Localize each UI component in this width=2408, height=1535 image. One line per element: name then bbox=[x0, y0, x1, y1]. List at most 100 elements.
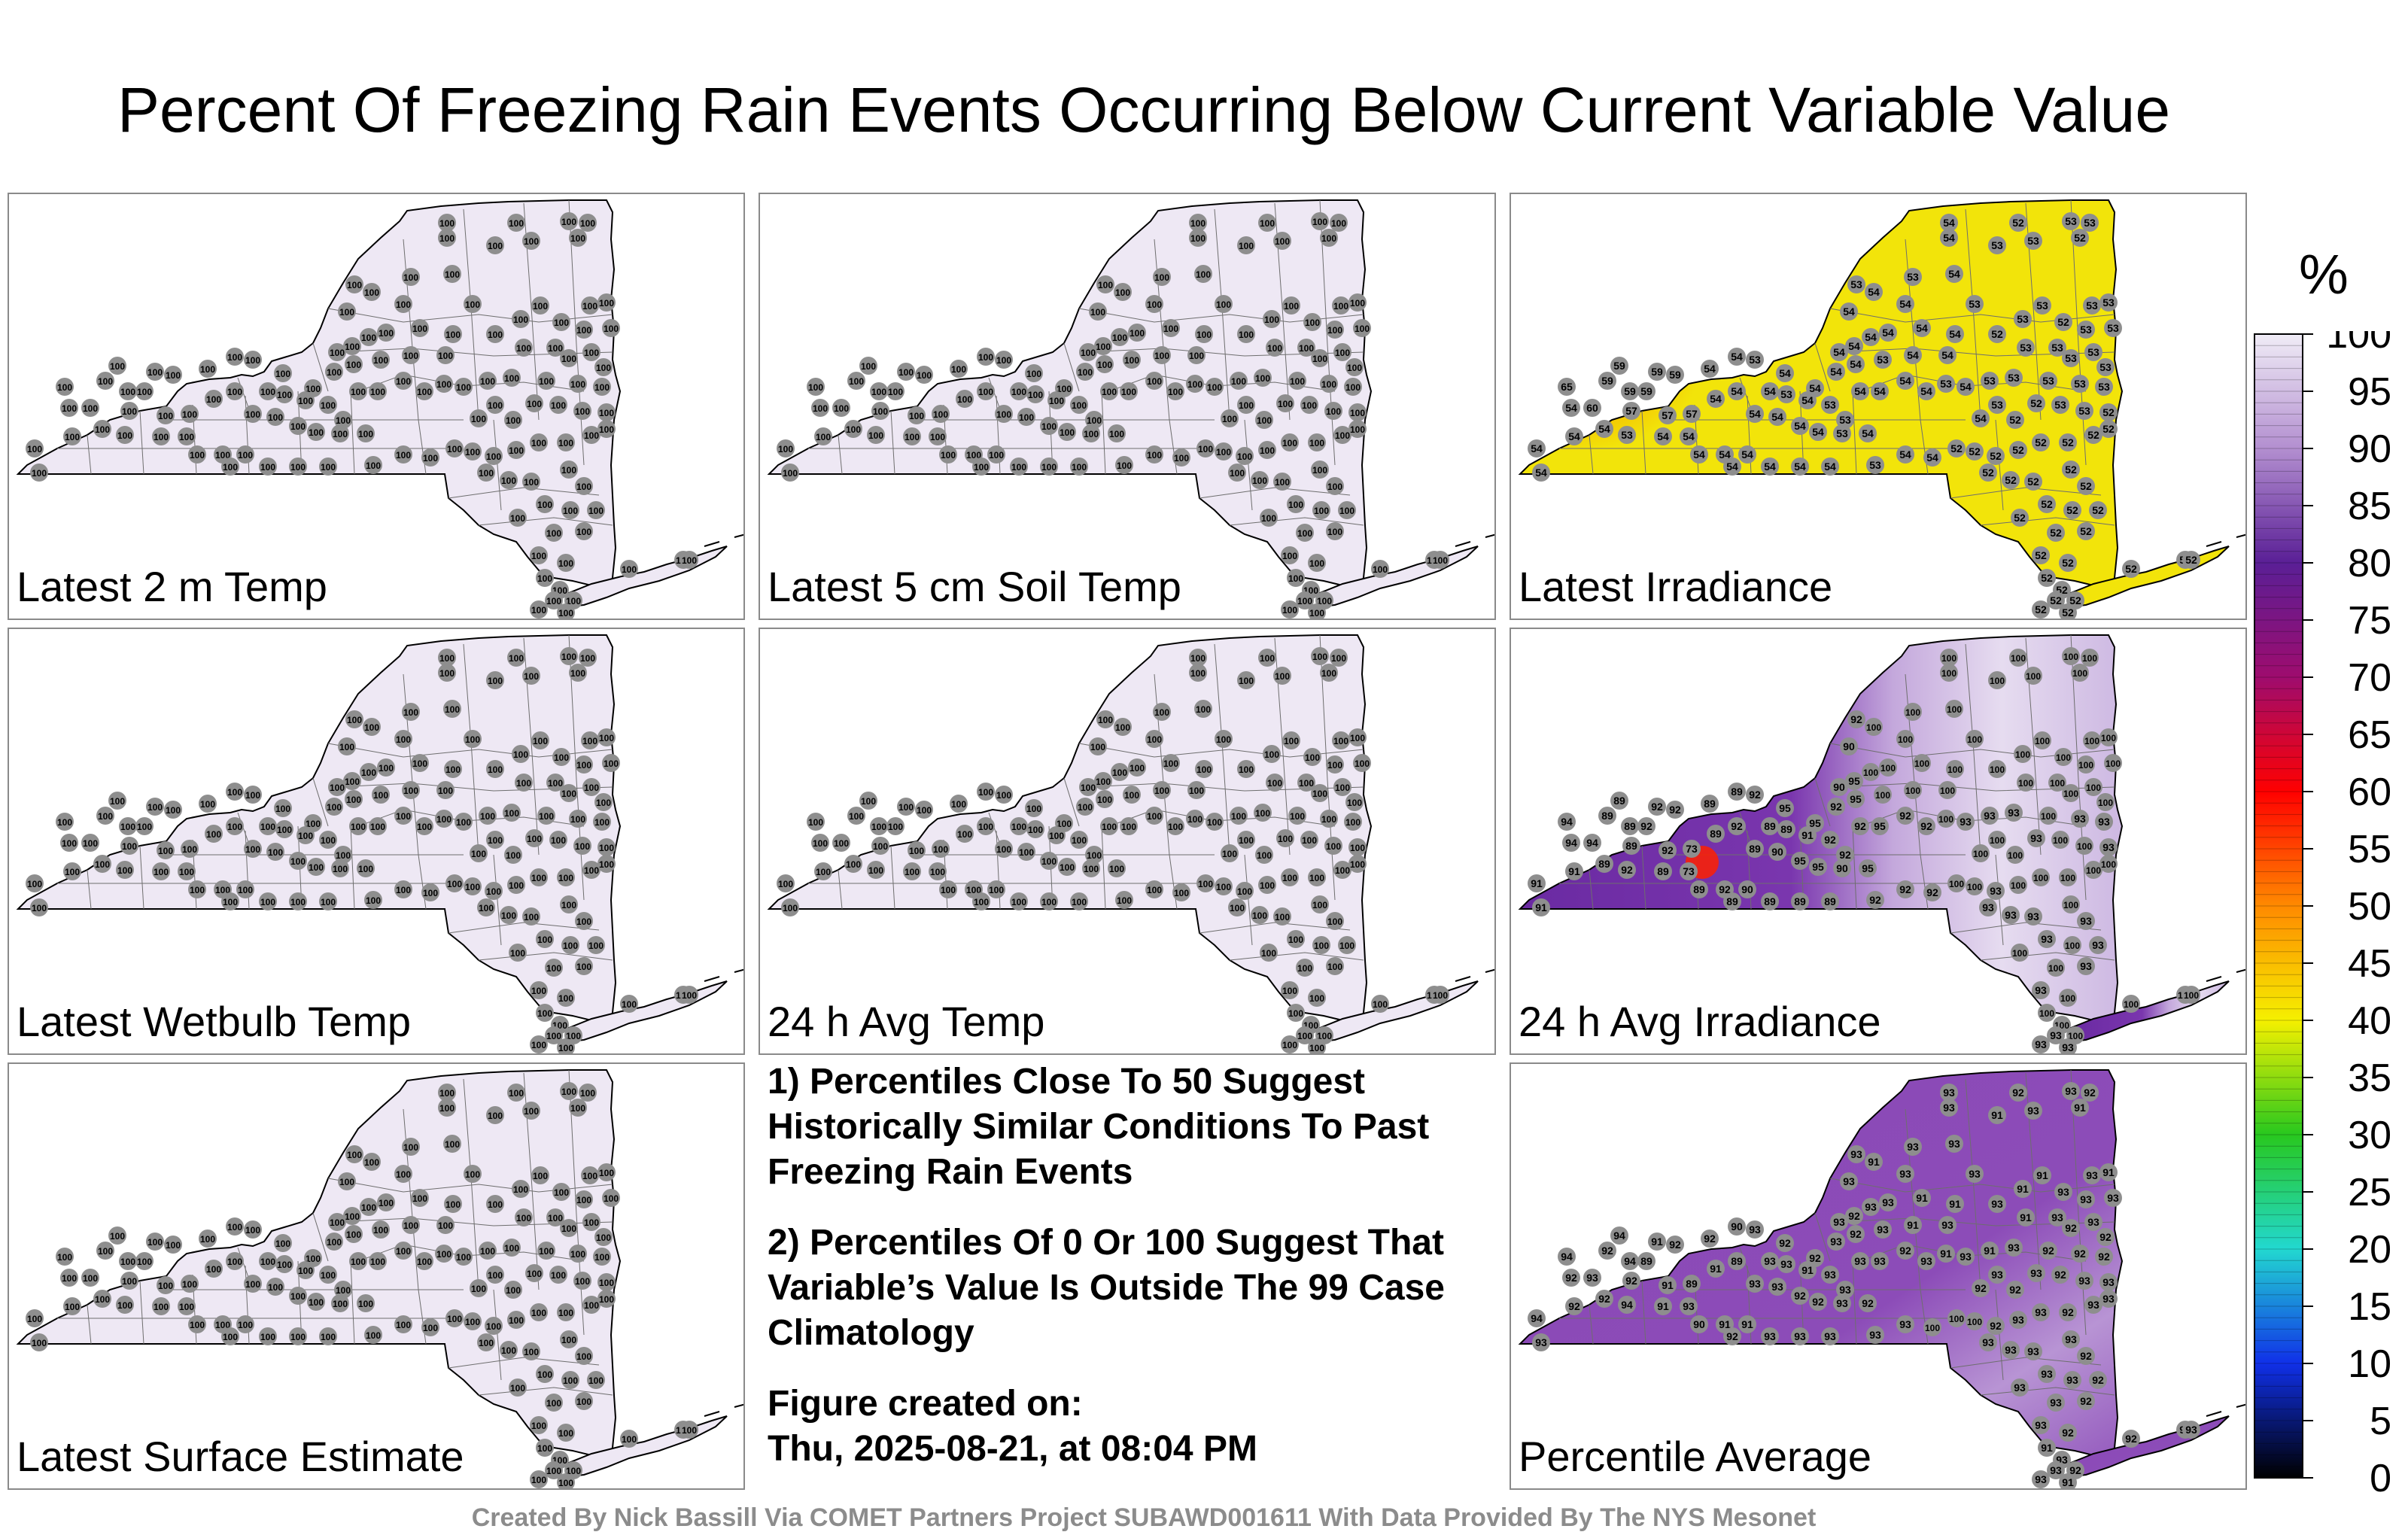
station-dot bbox=[1738, 880, 1756, 898]
station-marker: 54 bbox=[1896, 445, 1914, 464]
station-marker: 100 bbox=[157, 841, 175, 859]
station-dot bbox=[319, 831, 337, 849]
station-value: 100 bbox=[1154, 351, 1169, 361]
station-dot bbox=[1215, 877, 1233, 895]
station-marker: 100 bbox=[394, 807, 412, 825]
station-dot bbox=[2084, 1296, 2102, 1314]
station-value: 100 bbox=[179, 1302, 194, 1312]
station-dot bbox=[1254, 804, 1272, 822]
station-dot bbox=[455, 813, 473, 831]
station-dot bbox=[1598, 807, 1616, 825]
station-value: 100 bbox=[268, 847, 283, 858]
station-dot bbox=[1981, 1242, 1999, 1260]
station-value: 100 bbox=[1347, 363, 1362, 373]
station-value: 100 bbox=[941, 450, 956, 460]
station-marker: 100 bbox=[1281, 981, 1299, 999]
station-dot bbox=[1040, 892, 1058, 910]
station-dot bbox=[1260, 509, 1278, 527]
colorbar-tick-label: 15 bbox=[2348, 1285, 2391, 1329]
station-marker: 100 bbox=[146, 1233, 164, 1251]
station-marker: 100 bbox=[2048, 774, 2066, 792]
station-marker: 100 bbox=[266, 843, 284, 861]
station-marker: 100 bbox=[908, 406, 926, 424]
station-marker: 100 bbox=[908, 841, 926, 859]
station-value: 100 bbox=[1154, 272, 1169, 283]
station-value: 100 bbox=[403, 707, 418, 718]
station-marker: 91 bbox=[1654, 1297, 1672, 1315]
station-dot bbox=[455, 1248, 473, 1266]
station-value: 100 bbox=[1335, 783, 1350, 793]
station-marker: 100 bbox=[620, 995, 638, 1013]
station-value: 100 bbox=[1345, 817, 1361, 828]
station-dot bbox=[814, 862, 832, 880]
station-dot bbox=[2062, 1219, 2080, 1237]
station-marker: 100 bbox=[620, 1430, 638, 1448]
station-marker: 100 bbox=[464, 1312, 482, 1330]
station-dot bbox=[2083, 731, 2101, 749]
station-dot bbox=[1344, 813, 1362, 831]
station-value: 100 bbox=[1331, 653, 1346, 664]
station-marker: 93 bbox=[1938, 1216, 1956, 1234]
station-dot bbox=[2071, 1099, 2089, 1117]
station-marker: 100 bbox=[995, 351, 1013, 369]
station-value: 53 bbox=[1907, 271, 1919, 283]
station-value: 100 bbox=[1239, 241, 1254, 251]
station-dot bbox=[500, 471, 518, 489]
station-marker: 100 bbox=[932, 840, 950, 858]
station-dot bbox=[1288, 372, 1306, 390]
station-dot bbox=[1666, 801, 1684, 819]
station-value: 54 bbox=[1830, 366, 1842, 378]
station-marker: 100 bbox=[1128, 758, 1146, 777]
station-value: 100 bbox=[330, 348, 345, 358]
station-value: 100 bbox=[361, 1202, 376, 1213]
station-value: 100 bbox=[1190, 653, 1206, 664]
station-marker: 52 bbox=[2062, 460, 2080, 479]
station-dot bbox=[345, 710, 363, 728]
station-value: 100 bbox=[1098, 715, 1113, 725]
station-dot bbox=[1862, 1198, 1880, 1216]
station-marker: 100 bbox=[1189, 214, 1207, 232]
station-dot bbox=[1988, 760, 2006, 778]
station-marker: 100 bbox=[325, 1233, 343, 1251]
colorbar-tick-label: 45 bbox=[2348, 942, 2391, 986]
station-value: 52 bbox=[1969, 445, 1981, 457]
station-marker: 100 bbox=[1296, 1026, 1314, 1044]
station-value: 100 bbox=[524, 1106, 539, 1117]
station-dot bbox=[2032, 981, 2050, 999]
station-dot bbox=[552, 1183, 570, 1201]
station-marker: 89 bbox=[1598, 807, 1616, 825]
station-value: 100 bbox=[57, 382, 72, 393]
station-marker: 91 bbox=[1988, 1106, 2006, 1124]
station-dot bbox=[2032, 1035, 2050, 1053]
station-marker: 54 bbox=[1830, 343, 1848, 361]
coast-fragment bbox=[704, 968, 743, 982]
station-dot bbox=[1874, 786, 1892, 804]
station-marker: 100 bbox=[1196, 874, 1215, 892]
station-dot bbox=[512, 1180, 530, 1198]
station-value: 54 bbox=[1824, 460, 1836, 473]
station-value: 53 bbox=[1969, 298, 1981, 310]
station-dot bbox=[1114, 718, 1132, 736]
station-dot bbox=[582, 426, 600, 444]
station-dot bbox=[1707, 390, 1725, 408]
station-value: 100 bbox=[813, 403, 828, 414]
station-marker: 100 bbox=[205, 1260, 223, 1278]
station-value: 100 bbox=[260, 822, 275, 832]
station-value: 100 bbox=[580, 653, 595, 664]
station-marker: 100 bbox=[1085, 411, 1103, 429]
station-dot bbox=[1728, 348, 1746, 366]
station-marker: 52 bbox=[2038, 569, 2056, 587]
station-value: 100 bbox=[1189, 351, 1204, 361]
station-marker: 100 bbox=[530, 868, 548, 886]
station-dot bbox=[560, 895, 578, 913]
station-dot bbox=[244, 1275, 262, 1293]
station-marker: 100 bbox=[1100, 382, 1118, 400]
station-dot bbox=[546, 1208, 564, 1226]
station-marker: 100 bbox=[557, 433, 575, 451]
station-marker: 100 bbox=[832, 399, 850, 417]
station-value: 100 bbox=[1267, 778, 1282, 789]
station-marker: 100 bbox=[522, 473, 540, 491]
station-marker: 100 bbox=[1258, 214, 1276, 232]
station-dot bbox=[1618, 861, 1636, 879]
station-value: 100 bbox=[537, 935, 552, 945]
